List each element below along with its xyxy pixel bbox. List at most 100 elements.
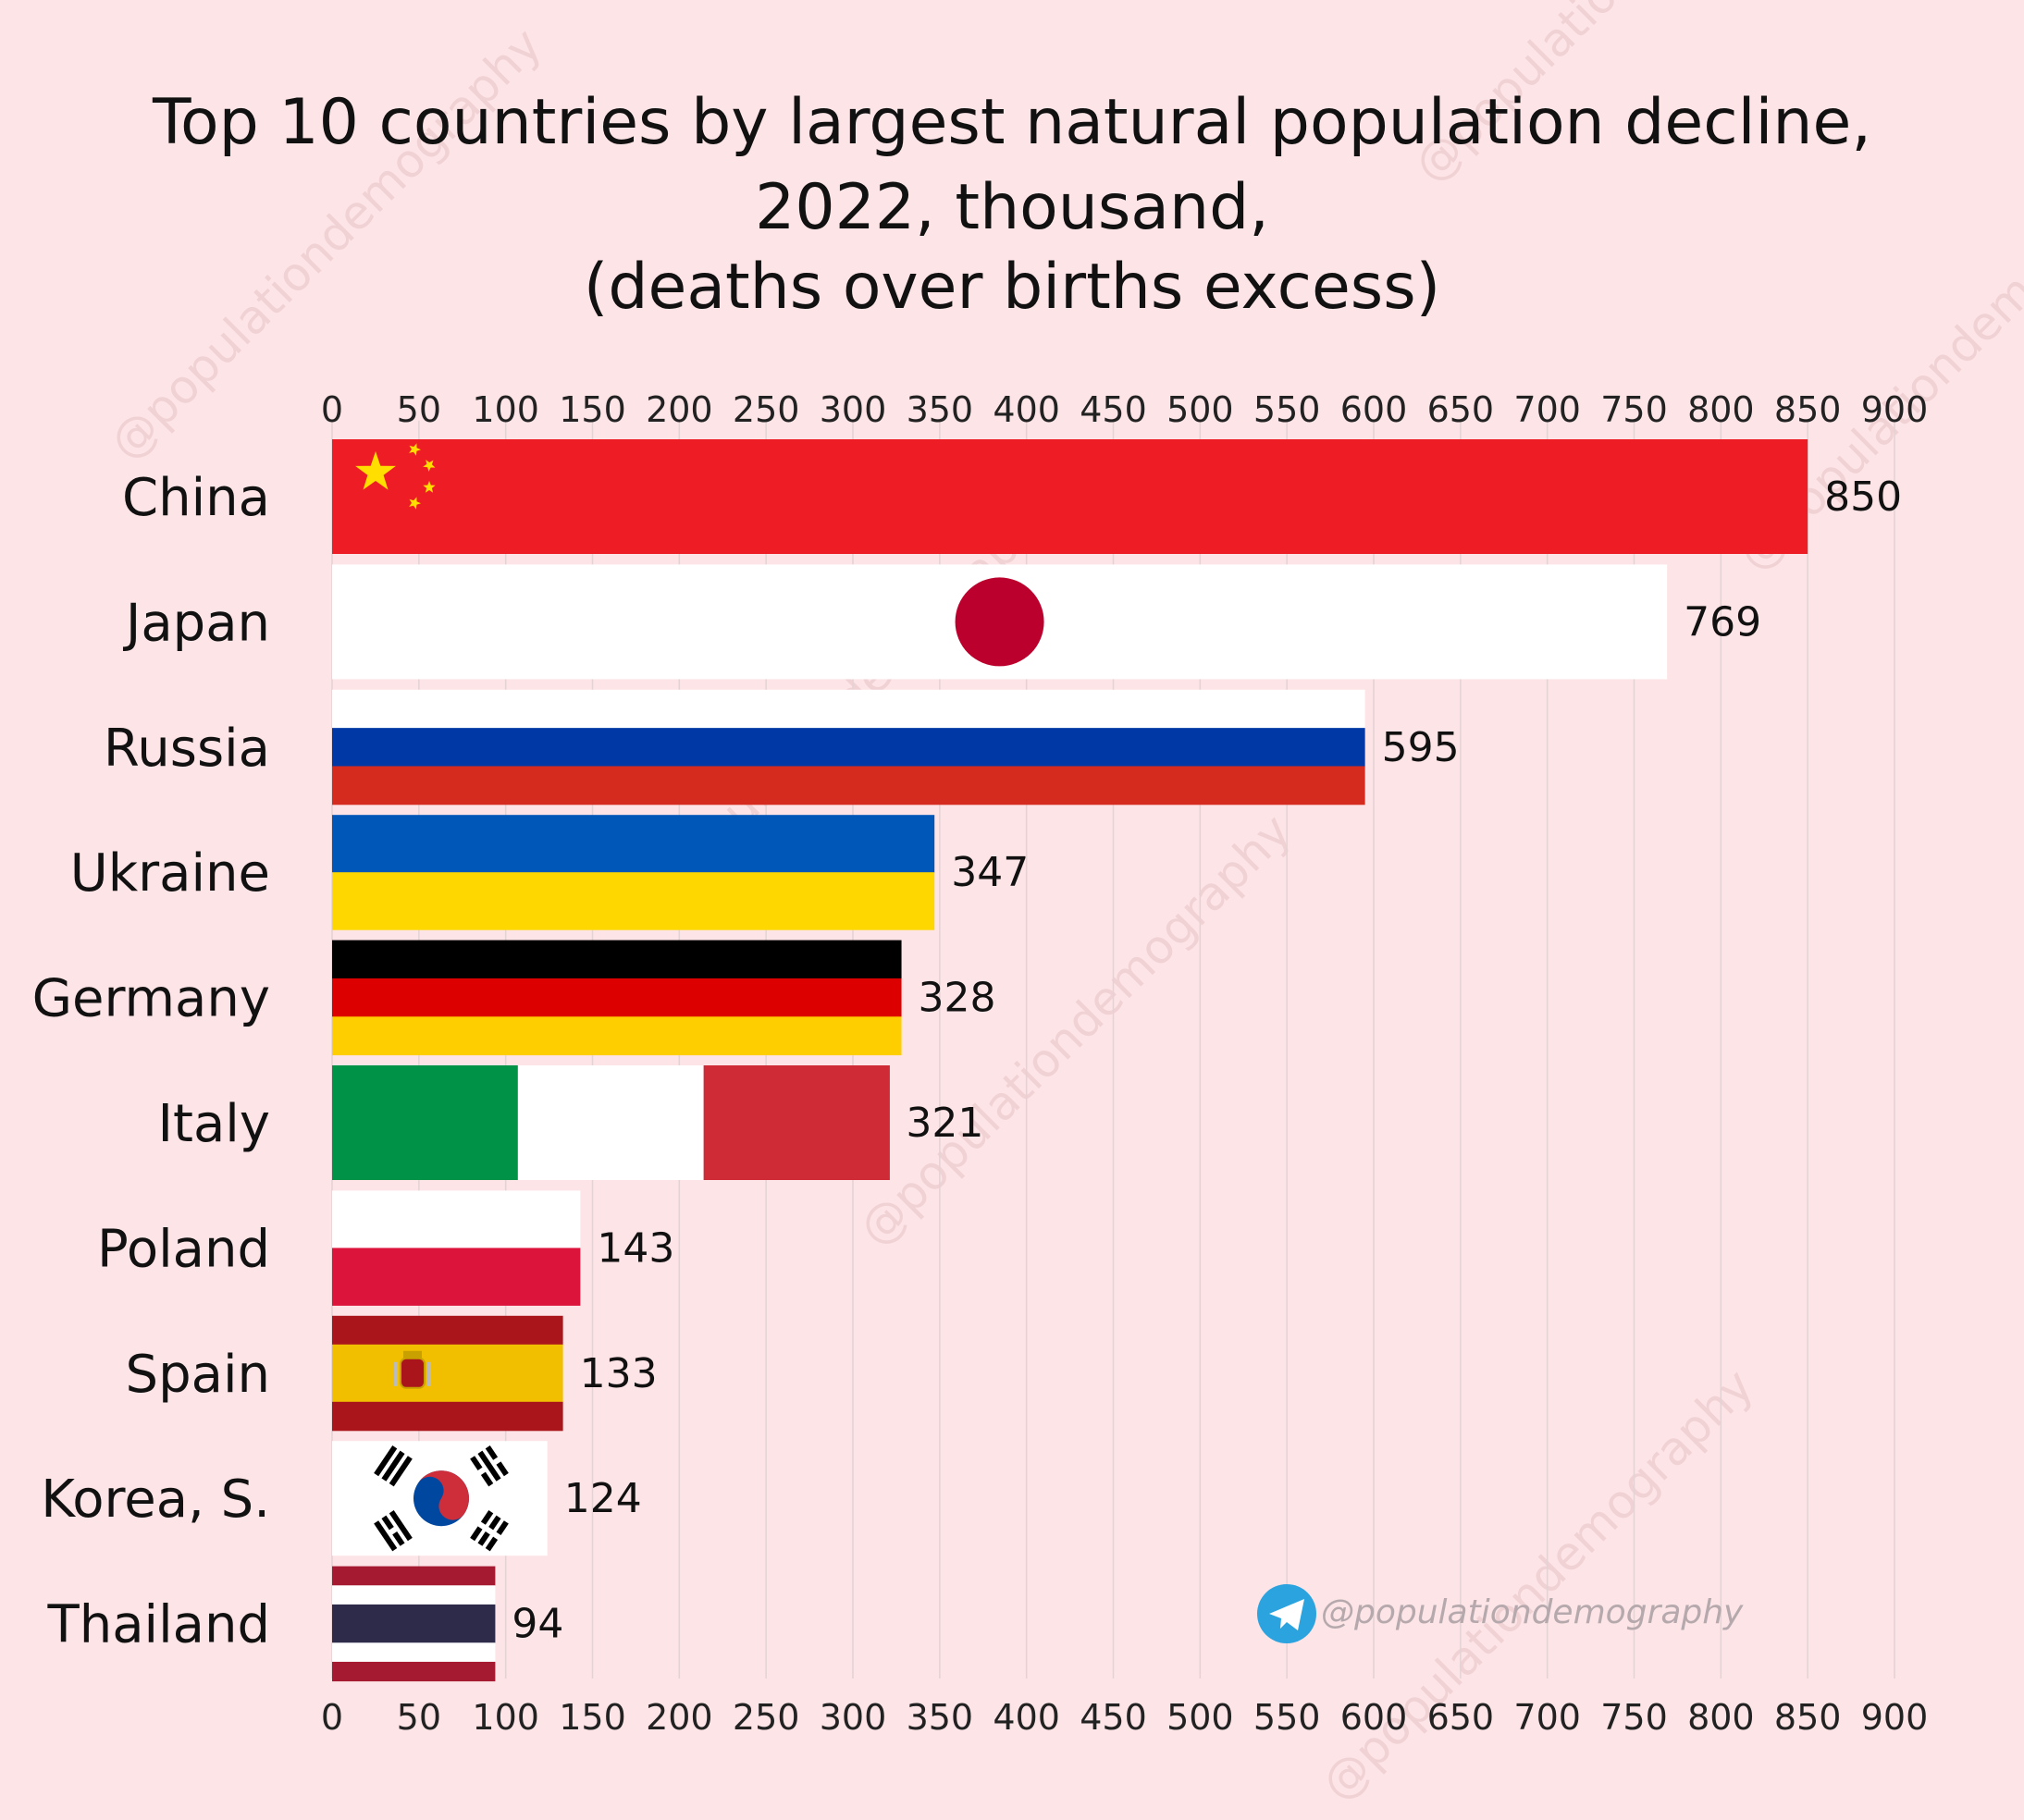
- trigram-bar: [381, 1515, 394, 1531]
- x-tick-top-label: 50: [397, 389, 441, 430]
- flag-stripe: [703, 1065, 890, 1180]
- category-label-russia: Russia: [104, 719, 270, 779]
- bar-japan: [332, 564, 1668, 680]
- category-label-spain: Spain: [126, 1345, 270, 1405]
- trigram-bar: [470, 1526, 483, 1542]
- x-tick-top-label: 700: [1513, 389, 1581, 430]
- flag-stripe: [332, 1401, 563, 1432]
- flag-stripe: [332, 766, 1365, 805]
- flag-stripe: [332, 1315, 563, 1346]
- category-label-germany: Germany: [32, 969, 270, 1029]
- x-axis-top: 0 50 100 150 200 250 300 350 400 450 500 550 600 650 7…: [321, 389, 1928, 430]
- bar-korea: [332, 1441, 548, 1556]
- korea-trigram: [374, 1510, 413, 1552]
- flag-stripe: [332, 872, 935, 930]
- x-tick-bottom-label: 550: [1253, 1697, 1321, 1738]
- x-axis-bottom: 0 50 100 150 200 250 300 350 400 450 500 550 600 650 7…: [321, 1697, 1928, 1738]
- korea-trigram: [470, 1510, 509, 1552]
- flag-stripe: [332, 728, 1365, 767]
- x-tick-top-label: 650: [1427, 389, 1495, 430]
- flag-stripe: [332, 1604, 496, 1643]
- trigram-bar: [470, 1456, 483, 1470]
- x-tick-bottom-label: 100: [472, 1697, 539, 1738]
- x-tick-bottom-label: 600: [1340, 1697, 1408, 1738]
- flag-stripe: [332, 1642, 496, 1663]
- category-label-thailand: Thailand: [47, 1595, 271, 1655]
- credit-text: @populationdemography: [1321, 1593, 1744, 1631]
- flag-stripe: [332, 1248, 581, 1306]
- trigram-bar: [374, 1445, 398, 1477]
- flag-stripe: [332, 1344, 563, 1403]
- category-label-china: China: [122, 468, 270, 528]
- trigram-bar: [496, 1520, 509, 1535]
- x-tick-bottom-label: 500: [1166, 1697, 1234, 1738]
- x-tick-bottom-label: 250: [733, 1697, 800, 1738]
- flag-stripe: [332, 1661, 496, 1682]
- china-small-star-icon: [423, 481, 436, 493]
- value-label-poland: 143: [597, 1224, 674, 1272]
- trigram-bar: [381, 1450, 405, 1482]
- value-label-russia: 595: [1382, 724, 1460, 771]
- china-small-star-icon: [409, 497, 421, 510]
- x-tick-bottom-label: 700: [1513, 1697, 1581, 1738]
- x-tick-bottom-label: 900: [1861, 1697, 1929, 1738]
- spain-crown: [403, 1350, 422, 1359]
- trigram-bar: [374, 1520, 398, 1552]
- korea-trigram: [470, 1445, 509, 1487]
- x-tick-top-label: 350: [907, 389, 974, 430]
- x-tick-top-label: 550: [1253, 389, 1321, 430]
- x-tick-bottom-label: 450: [1080, 1697, 1147, 1738]
- japan-sun-disc: [955, 577, 1044, 667]
- value-label-japan: 769: [1684, 598, 1761, 646]
- trigram-bar: [477, 1531, 490, 1546]
- bar-germany: [332, 940, 902, 1056]
- x-tick-top-label: 250: [733, 389, 800, 430]
- trigram-bar: [477, 1450, 501, 1482]
- value-label-ukraine: 347: [951, 849, 1029, 896]
- flag-stripe: [332, 689, 1365, 729]
- value-label-germany: 328: [919, 975, 996, 1022]
- x-tick-top-label: 400: [993, 389, 1060, 430]
- bar-ukraine: [332, 815, 935, 930]
- spain-pillar: [427, 1361, 431, 1386]
- x-tick-top-label: 850: [1774, 389, 1842, 430]
- value-label-spain: 133: [580, 1350, 658, 1397]
- trigram-bar: [488, 1515, 501, 1531]
- trigram-bar: [480, 1471, 494, 1487]
- telegram-plane-icon: [1269, 1599, 1304, 1630]
- x-tick-top-label: 600: [1340, 389, 1408, 430]
- x-tick-bottom-label: 150: [559, 1697, 626, 1738]
- bars: China 850 Japan 769 Russia 595 Ukraine 347 Germa…: [32, 439, 1902, 1682]
- trigram-bar: [480, 1510, 494, 1525]
- x-tick-bottom-label: 0: [321, 1697, 343, 1738]
- korea-taegeuk-red: [418, 1470, 469, 1520]
- x-tick-top-label: 450: [1080, 389, 1147, 430]
- watermark-text: @populationdemography: [1311, 1359, 1763, 1811]
- x-tick-top-label: 0: [321, 389, 343, 430]
- korea-trigram: [374, 1445, 413, 1487]
- trigram-bar: [485, 1536, 499, 1552]
- flag-stripe: [332, 1016, 902, 1056]
- value-label-korea: 124: [564, 1475, 642, 1522]
- x-tick-top-label: 750: [1600, 389, 1668, 430]
- bar-china: [332, 439, 1808, 554]
- trigram-bar: [496, 1461, 509, 1477]
- category-label-japan: Japan: [123, 593, 270, 653]
- trigram-bar: [485, 1445, 499, 1460]
- category-label-korea: Korea, S.: [41, 1470, 270, 1530]
- bar-poland: [332, 1190, 581, 1306]
- flag-stripe: [332, 1190, 581, 1248]
- x-tick-top-label: 200: [646, 389, 713, 430]
- x-tick-top-label: 150: [559, 389, 626, 430]
- credit: @populationdemography: [1257, 1584, 1744, 1643]
- x-tick-bottom-label: 850: [1774, 1697, 1842, 1738]
- flag-stripe: [332, 978, 902, 1017]
- x-tick-bottom-label: 50: [397, 1697, 441, 1738]
- x-tick-bottom-label: 750: [1600, 1697, 1668, 1738]
- flag-stripe: [332, 815, 935, 873]
- value-label-china: 850: [1824, 473, 1902, 521]
- bar-russia: [332, 689, 1365, 805]
- flag-stripe: [332, 1566, 496, 1586]
- value-label-italy: 321: [906, 1100, 983, 1147]
